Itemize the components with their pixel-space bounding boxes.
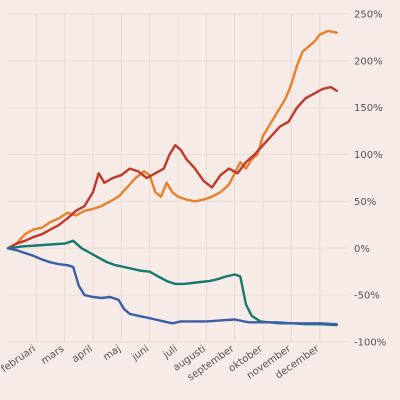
y-tick-label: 0% bbox=[354, 244, 370, 255]
series-line bbox=[6, 29, 338, 250]
x-tick-label: februari bbox=[0, 343, 38, 375]
y-tick-label: 150% bbox=[354, 103, 383, 114]
y-tick-label: -50% bbox=[354, 291, 380, 302]
x-tick-label: april bbox=[70, 343, 94, 365]
y-tick-label: 50% bbox=[354, 197, 376, 208]
y-axis-tick-labels: 250% 200% 150% 100% 50% 0% -50% -100% bbox=[354, 10, 386, 349]
x-tick-label: mars bbox=[39, 343, 66, 366]
x-tick-label: juni bbox=[129, 343, 151, 363]
series-line bbox=[6, 239, 338, 327]
y-tick-label: 250% bbox=[354, 10, 383, 21]
series-lines bbox=[6, 29, 338, 327]
series-line bbox=[6, 247, 338, 326]
x-tick-label: juli bbox=[161, 343, 180, 361]
x-axis-tick-labels: februari mars april maj juni juliaugustisepte… bbox=[0, 343, 322, 384]
y-tick-label: -100% bbox=[354, 338, 386, 349]
series-line bbox=[6, 85, 338, 250]
x-tick-label: maj bbox=[101, 343, 123, 363]
y-tick-label: 100% bbox=[354, 150, 383, 161]
y-tick-label: 200% bbox=[354, 56, 383, 67]
